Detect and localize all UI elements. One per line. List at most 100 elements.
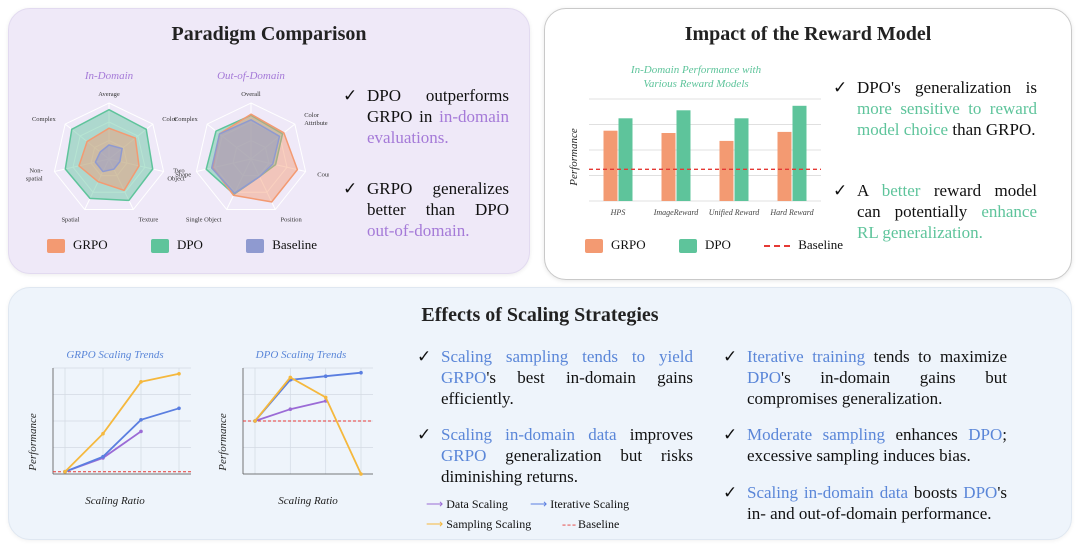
legend-label: GRPO [611, 237, 646, 252]
baseline-swatch [246, 239, 265, 254]
legend-baseline: Baseline [246, 237, 317, 254]
bar-chart-title-1: In-Domain Performance with [630, 64, 762, 76]
highlight: Scaling in-domain data [441, 425, 617, 444]
check-icon: ✓ [343, 86, 358, 105]
highlight: enhance RL generalization. [857, 202, 1037, 242]
line-point [288, 375, 293, 380]
legend-label: Data Scaling [446, 497, 508, 511]
radar-axis-label: Overall [241, 91, 261, 98]
line-point [139, 418, 143, 422]
radar-axis-label: Single Object [186, 217, 222, 224]
highlight: Iterative training [747, 347, 866, 366]
reward-title: Impact of the Reward Model [684, 23, 932, 45]
radar-spoke [84, 158, 110, 210]
legend-label: DPO [704, 237, 731, 252]
dpo-xlabel: Scaling Ratio [278, 495, 338, 507]
reward-model-panel: Impact of the Reward Model In-Domain Per… [544, 8, 1072, 280]
highlight: GRPO [441, 446, 487, 465]
line-series [64, 407, 180, 473]
text: generalization but risks diminishing ret… [441, 446, 693, 486]
text: 's in- and out-of-domain performance. [747, 483, 1007, 523]
dpo-scaling-title: DPO Scaling Trends [255, 349, 347, 361]
baseline-dash [764, 245, 791, 248]
text: than GRPO. [948, 120, 1036, 139]
line-point [359, 370, 363, 375]
bar-category-label: Hard Reward [769, 208, 814, 217]
legend-label: Baseline [272, 237, 317, 252]
text: ; excessive sampling induces bias. [747, 425, 1007, 465]
text: improves [616, 425, 693, 444]
scaling-panel: Effects of Scaling Strategies GRPO Scali… [8, 287, 1072, 540]
radar-charts: In-Domain Out-of-Domain Average Color Shap… [26, 70, 329, 224]
legend-dpo: DPO [150, 237, 203, 254]
bar-grpo [661, 133, 676, 201]
paradigm-title: Paradigm Comparison [171, 23, 367, 45]
reward-bullet-1: ✓ DPO's generalization is more sensitive… [833, 77, 1037, 140]
arrow-icon: ⟶ [426, 497, 444, 511]
grpo-swatch [47, 239, 65, 254]
bar-dpo [618, 118, 633, 201]
check-icon: ✓ [417, 425, 432, 444]
check-icon: ✓ [833, 78, 848, 97]
highlight: DPO [968, 425, 1003, 444]
radar-out-title: Out-of-Domain [217, 70, 285, 82]
check-icon: ✓ [723, 347, 738, 366]
radar-series-baseline [210, 118, 281, 195]
radar-spoke [250, 158, 306, 172]
radar-axis-label: Two [173, 168, 184, 175]
line-point [288, 407, 293, 411]
highlight: out-of-domain. [367, 221, 470, 240]
line-point [253, 419, 257, 423]
text: A [857, 181, 882, 200]
radar-axis-label: Complex [32, 116, 57, 123]
line-point [139, 380, 143, 384]
highlight: DPO [963, 483, 998, 502]
line-point [359, 472, 363, 476]
highlight: Scaling in-domain data [747, 483, 909, 502]
highlight: GRPO [441, 368, 487, 387]
dpo-ylabel: Performance [217, 413, 229, 472]
radar-axis-label: Texture [139, 217, 159, 224]
dpo-swatch [678, 239, 697, 254]
legend-iterative-scaling: ⟶ Iterative Scaling [530, 497, 629, 512]
dpo-swatch [150, 239, 169, 254]
check-icon: ✓ [833, 181, 848, 200]
radar-in-title: In-Domain [84, 70, 134, 82]
paradigm-legend: GRPO DPO Baseline [47, 237, 317, 254]
line-point [177, 406, 181, 411]
highlight: better [881, 181, 921, 200]
radar-spoke [54, 158, 110, 172]
radar-axis-label: Non- [29, 168, 42, 175]
radar-spoke [108, 158, 164, 172]
radar-spoke [250, 123, 296, 160]
line-point [323, 374, 328, 378]
scaling-bullet-2: ✓ Scaling in-domain data improves GRPO g… [417, 424, 693, 487]
radar-axis-label: Counting [317, 172, 329, 179]
legend-label: DPO [176, 237, 203, 252]
text: tends to maximize [865, 347, 1007, 366]
radar-grid-ring [195, 102, 307, 210]
reward-bullet-2: ✓ A better reward model can potentially … [833, 180, 1037, 243]
legend-sampling-scaling: ⟶ Sampling Scaling [426, 517, 531, 532]
scaling-bullet-4: ✓ Moderate sampling enhances DPO; excess… [723, 424, 1007, 466]
legend-label: Baseline [578, 517, 620, 531]
text: 's in-domain gains but compromises gener… [747, 368, 1007, 408]
legend-label: Sampling Scaling [446, 517, 532, 531]
line-series [254, 371, 362, 422]
radar-axis-label: Position [281, 217, 303, 224]
radar-axis-label: Spatial [61, 217, 79, 224]
arrow-icon: ⟶ [530, 497, 548, 511]
text: DPO's generalization is [857, 78, 1037, 97]
radar-grid-ring [232, 139, 270, 177]
check-icon: ✓ [417, 347, 432, 366]
check-icon: ✓ [723, 425, 738, 444]
legend-dpo: DPO [678, 237, 731, 254]
legend-label: Iterative Scaling [550, 497, 630, 511]
bar-grpo [777, 131, 792, 201]
line-point [101, 454, 105, 459]
line-point [63, 469, 67, 474]
legend-data-scaling: ⟶ Data Scaling [426, 497, 508, 512]
scaling-bullet-1: ✓ Scaling sampling tends to yield GRPO's… [417, 346, 693, 409]
bar-grpo [603, 130, 618, 201]
scaling-bullet-3: ✓ Iterative training tends to maximize D… [723, 346, 1007, 409]
